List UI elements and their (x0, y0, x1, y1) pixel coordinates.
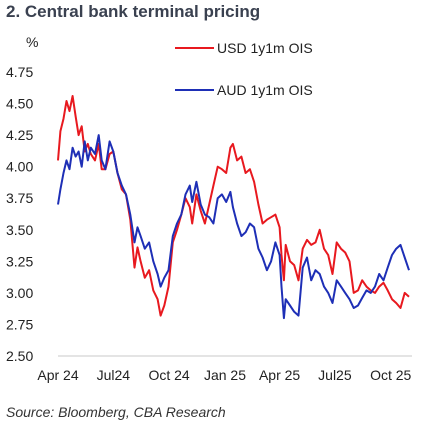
y-tick-label: 3.00 (6, 285, 33, 301)
y-axis-unit-label: % (26, 34, 38, 50)
x-tick-label: Jul24 (97, 367, 131, 383)
line-chart: % 4.75 4.50 4.25 4.00 3.75 3.50 3.25 3.00 2.75 2.… (6, 34, 412, 383)
series-lines (57, 95, 410, 320)
x-tick-label: Oct 25 (370, 367, 411, 383)
legend-label: USD 1y1m OIS (217, 40, 313, 56)
y-tick-label: 3.50 (6, 222, 33, 238)
x-tick-label: Jan 25 (204, 367, 246, 383)
x-axis: Apr 24 Jul24 Oct 24 Jan 25 Apr 25 Jul25 Oct 25 (37, 367, 411, 383)
y-tick-label: 4.75 (6, 64, 33, 80)
source-note: Source: Bloomberg, CBA Research (6, 404, 226, 420)
y-tick-label: 3.75 (6, 190, 33, 206)
chart-title: 2. Central bank terminal pricing (6, 2, 261, 21)
y-tick-label: 2.75 (6, 316, 33, 332)
legend: USD 1y1m OIS AUD 1y1m OIS (175, 40, 313, 98)
x-tick-label: Apr 25 (259, 367, 300, 383)
series-line-aud (57, 134, 410, 320)
x-tick-label: Apr 24 (37, 367, 78, 383)
y-axis: 4.75 4.50 4.25 4.00 3.75 3.50 3.25 3.00 2.75 2.50 (6, 64, 33, 364)
legend-label: AUD 1y1m OIS (217, 82, 313, 98)
y-tick-label: 3.25 (6, 253, 33, 269)
y-tick-label: 4.00 (6, 159, 33, 175)
x-tick-label: Jul25 (318, 367, 352, 383)
x-tick-label: Oct 24 (148, 367, 189, 383)
y-tick-label: 4.50 (6, 96, 33, 112)
y-tick-label: 2.50 (6, 348, 33, 364)
y-tick-label: 4.25 (6, 127, 33, 143)
